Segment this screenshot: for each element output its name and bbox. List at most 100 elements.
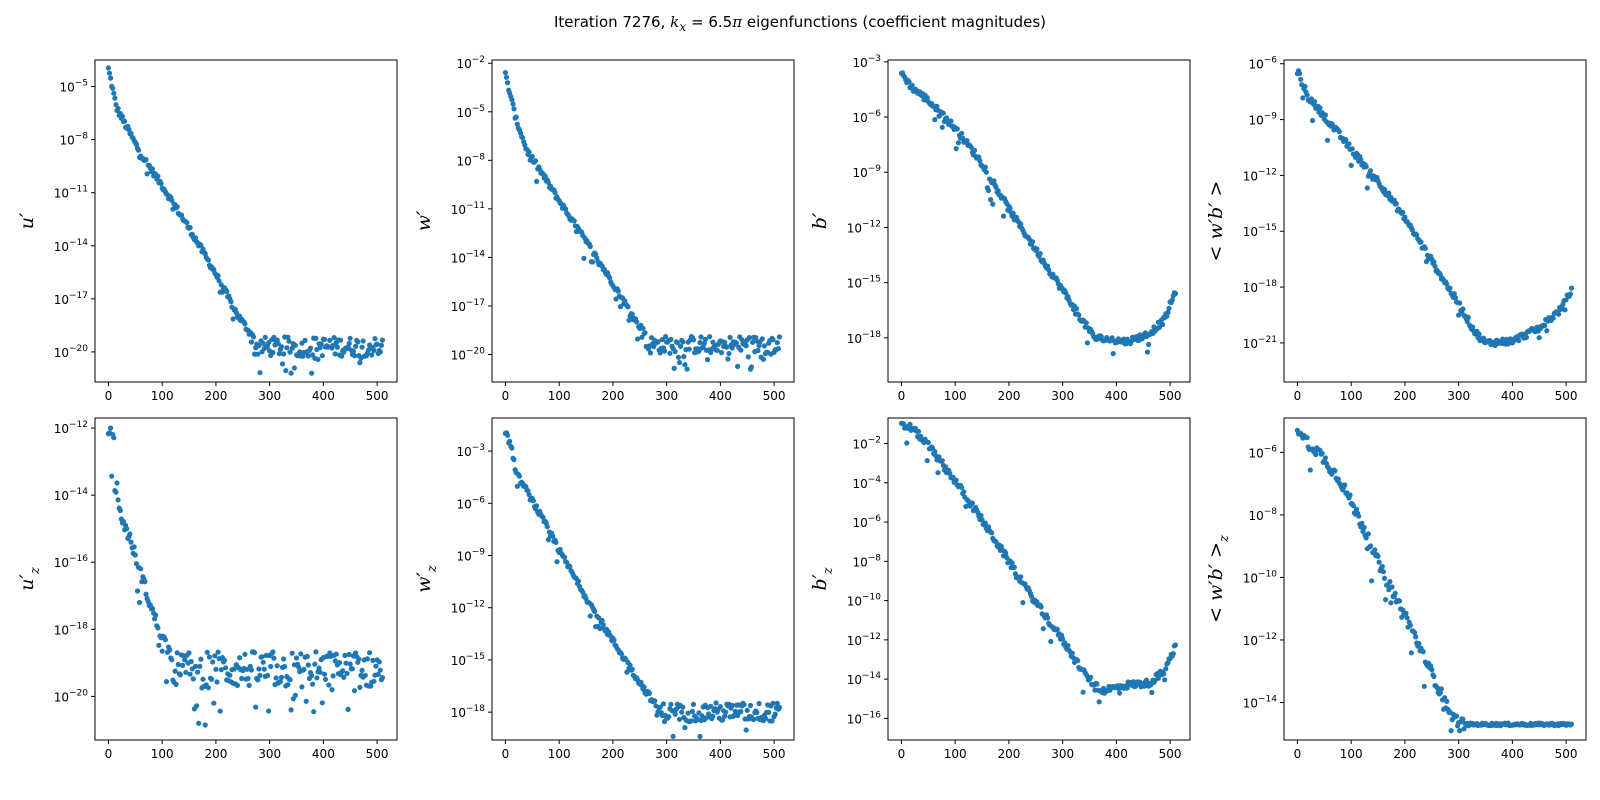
data-point [1084,340,1090,346]
data-point [205,257,211,263]
x-tick-label: 300 [655,747,678,761]
data-point [1349,146,1355,152]
data-point [187,671,193,677]
data-point [204,649,210,655]
data-point [1400,209,1406,216]
data-point [211,700,217,706]
data-point [599,617,605,624]
data-point [655,339,661,345]
data-point [718,350,725,356]
data-point [198,242,204,248]
x-tick-label: 100 [548,747,571,761]
data-point [542,173,548,179]
y-tick-label: 10−5 [59,79,88,95]
x-tick-label: 100 [944,747,967,761]
data-point [257,370,263,376]
data-point [772,711,778,717]
data-point [982,164,988,170]
x-tick-label: 0 [1294,389,1302,403]
data-point [1297,70,1303,76]
x-tick-label: 300 [1051,747,1074,761]
data-point [367,650,373,656]
data-point [988,197,994,203]
data-point [1342,482,1348,488]
data-point [629,311,635,317]
data-point [108,425,114,431]
data-point [766,709,772,716]
data-point [297,349,303,355]
data-point [534,503,540,509]
data-point [626,317,632,323]
data-point [210,659,216,665]
data-point [1319,450,1325,456]
data-point [1383,597,1389,603]
data-point [625,304,631,310]
data-point [172,668,178,674]
data-point [108,75,114,81]
data-point [661,348,668,354]
x-tick-label: 500 [366,389,389,403]
data-point [618,651,625,657]
data-point [714,347,720,353]
data-point [738,347,744,353]
data-point [1163,666,1169,672]
data-point [1096,699,1102,705]
data-point [228,299,234,305]
data-point [1470,324,1476,330]
data-point [689,708,696,715]
subplot-5: 0 100 200 300 400 500 10−3 10−6 10−9 10−12 10−15 10… [413,417,795,761]
data-point [1060,636,1066,642]
x-tick-label: 0 [898,389,906,403]
data-point [1437,690,1443,696]
data-point [187,224,193,231]
data-point [377,349,383,355]
data-point [331,335,337,341]
y-tick-label: 10−21 [1243,335,1277,351]
data-point [685,710,691,716]
y-tick-label: 10−9 [1248,112,1277,128]
data-point [961,489,967,495]
data-point [679,709,685,715]
data-point [505,432,511,438]
data-point [1165,309,1171,315]
data-point [682,362,688,368]
x-tick-label: 0 [1294,747,1302,761]
data-point [727,334,733,340]
data-point [169,197,175,203]
data-point [1452,295,1458,301]
data-point [571,218,577,224]
data-point [286,338,292,344]
data-point [1128,338,1134,344]
y-tick-label: 10−12 [847,632,881,648]
data-point [221,657,228,663]
subplot-6: 0 100 200 300 400 500 10−2 10−4 10−6 10−8 10−10 10−… [809,417,1191,761]
data-point [1402,214,1408,220]
data-point [1083,320,1089,326]
data-point [640,325,646,331]
data-point [697,733,703,740]
data-point [659,337,665,343]
data-point [1567,291,1573,297]
data-point [315,356,321,362]
data-point [287,349,293,355]
y-tick-label: 10−14 [451,249,486,265]
data-point [349,666,355,672]
data-point [255,351,261,357]
data-point [1080,689,1086,695]
data-point [526,149,532,155]
data-point [746,335,753,341]
data-point [296,664,302,670]
data-point [907,421,913,427]
data-point [1372,547,1378,553]
data-point [153,612,159,618]
data-point [1155,675,1161,681]
data-point [174,650,180,656]
data-point [1438,686,1444,692]
data-point [316,665,322,671]
data-point [120,518,127,525]
x-tick-label: 0 [105,389,113,403]
y-tick-label: 10−6 [852,109,881,125]
data-point [110,85,116,91]
data-point [262,334,268,340]
data-point [674,340,681,346]
